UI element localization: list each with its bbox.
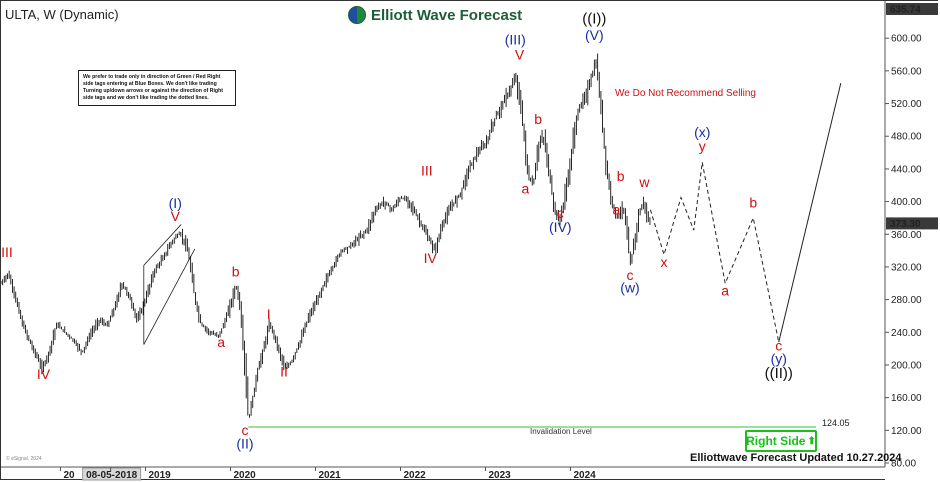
wave-label: V — [515, 46, 525, 62]
wave-label: b — [749, 194, 757, 210]
brand-text: Elliott Wave Forecast — [371, 6, 523, 24]
invalidation-value: 124.05 — [822, 418, 850, 428]
price-box — [886, 3, 938, 15]
wave-label: (II) — [236, 435, 253, 451]
symbol-label: ULTA, W (Dynamic) — [5, 7, 119, 22]
wave-label: III — [1, 244, 13, 260]
y-tick-label: 120.00 — [891, 426, 922, 437]
channel-line — [143, 248, 196, 345]
x-cursor-box — [82, 467, 142, 481]
price-box — [886, 217, 938, 230]
x-tick-label: 2022 — [404, 470, 427, 481]
y-tick-label: 440.00 — [891, 164, 922, 175]
wave-label: c — [241, 422, 248, 438]
wave-label: c — [775, 337, 782, 353]
channel-line — [143, 224, 182, 266]
wave-label: (V) — [585, 27, 604, 43]
update-footer: Elliottwave Forecast Updated 10.27.2024 — [690, 452, 902, 464]
wave-label: b — [617, 168, 625, 184]
x-tick-label: 2023 — [489, 470, 512, 481]
x-tick-label: 2019 — [149, 470, 172, 481]
right-side-text: Right Side — [746, 434, 806, 448]
x-tick-label: 2024 — [574, 470, 597, 481]
wave-label: x — [661, 254, 668, 270]
projection-dashed-path — [649, 162, 780, 343]
y-tick-label: 280.00 — [891, 295, 922, 306]
right-side-tag: Right Side ⬆ — [745, 430, 817, 452]
y-tick-label: 600.00 — [891, 34, 922, 45]
wave-label: c — [557, 205, 564, 221]
y-tick-label: 480.00 — [891, 132, 922, 143]
wave-label: c — [627, 267, 634, 283]
wave-label: a — [217, 334, 225, 350]
wave-label: a — [613, 202, 621, 218]
wave-label: w — [638, 174, 650, 190]
y-tick-label: 240.00 — [891, 328, 922, 339]
wave-label: ((II)) — [765, 365, 793, 382]
wave-label: (x) — [694, 124, 710, 140]
wave-label: (I) — [169, 195, 182, 211]
price-box-label: 635.74 — [890, 5, 921, 16]
y-axis-panel — [885, 1, 939, 481]
wave-label: (w) — [620, 279, 639, 295]
y-tick-label: 400.00 — [891, 197, 922, 208]
wave-label: a — [721, 283, 729, 299]
y-tick-label: 200.00 — [891, 360, 922, 371]
wave-label: IV — [424, 250, 438, 266]
brand-logo-icon — [348, 6, 366, 24]
projection-solid-path — [778, 83, 842, 343]
wave-label: IV — [37, 366, 51, 382]
wave-label: ((I)) — [582, 10, 606, 27]
wave-label: (y) — [771, 350, 787, 366]
brand-title: Elliott Wave Forecast — [348, 6, 522, 24]
x-tick-label: 2021 — [319, 470, 342, 481]
trading-disclaimer: We prefer to trade only in direction of … — [78, 70, 236, 106]
wave-label: a — [522, 180, 530, 196]
advice-note: We Do Not Recommend Selling — [615, 88, 756, 99]
wave-label: b — [232, 264, 240, 280]
wave-label: (IV) — [549, 219, 572, 235]
y-tick-label: 160.00 — [891, 393, 922, 404]
y-tick-label: 560.00 — [891, 66, 922, 77]
y-tick-label: 80.00 — [891, 459, 916, 470]
wave-label: II — [280, 363, 288, 379]
y-tick-label: 360.00 — [891, 230, 922, 241]
copyright-note: © eSignal, 2024 — [6, 456, 42, 462]
wave-label: V — [171, 208, 181, 224]
price-box-label: 373.30 — [890, 219, 921, 230]
wave-label: III — [421, 162, 433, 178]
y-tick-label: 520.00 — [891, 99, 922, 110]
wave-label: (III) — [505, 32, 526, 48]
invalidation-label: Invalidation Level — [530, 427, 592, 436]
x-tick-label: 08-05-2018 — [86, 470, 138, 481]
wave-label: y — [699, 138, 706, 154]
wave-label: b — [534, 111, 542, 127]
up-arrow-icon: ⬆ — [807, 435, 816, 447]
x-tick-label: 2020 — [234, 470, 257, 481]
wave-label: I — [267, 306, 271, 322]
x-tick-label: 20 — [64, 470, 76, 481]
y-tick-label: 320.00 — [891, 262, 922, 273]
